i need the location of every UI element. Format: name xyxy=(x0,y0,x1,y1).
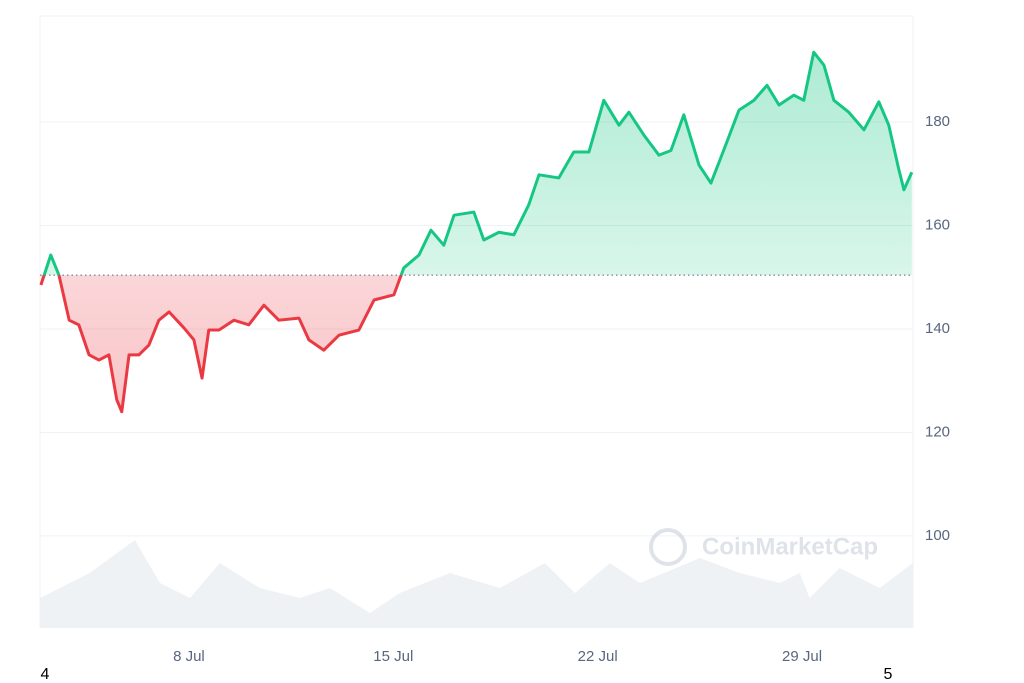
x-tick-label: 8 Jul xyxy=(173,648,205,665)
x-tick-label: 15 Jul xyxy=(373,648,413,665)
price-line-down xyxy=(39,275,403,414)
price-line xyxy=(42,50,914,276)
area-down xyxy=(40,275,912,412)
corner-label: 5 xyxy=(884,666,893,683)
corner-label: 4 xyxy=(41,666,50,683)
x-tick-label: 22 Jul xyxy=(578,648,618,665)
y-tick-label: 140 xyxy=(925,320,950,337)
x-tick-label: 29 Jul xyxy=(782,648,822,665)
watermark: CoinMarketCap xyxy=(649,528,878,566)
area-up xyxy=(44,52,912,276)
y-tick-label: 180 xyxy=(925,113,950,130)
y-tick-label: 100 xyxy=(925,527,950,544)
y-tick-label: 160 xyxy=(925,216,950,233)
plot: 100 120 140 160 180 8 Jul 15 Jul 22 Jul 29 Jul xyxy=(39,50,950,665)
volume-area xyxy=(40,540,913,628)
y-tick-label: 120 xyxy=(925,423,950,440)
watermark-text: CoinMarketCap xyxy=(702,533,878,560)
